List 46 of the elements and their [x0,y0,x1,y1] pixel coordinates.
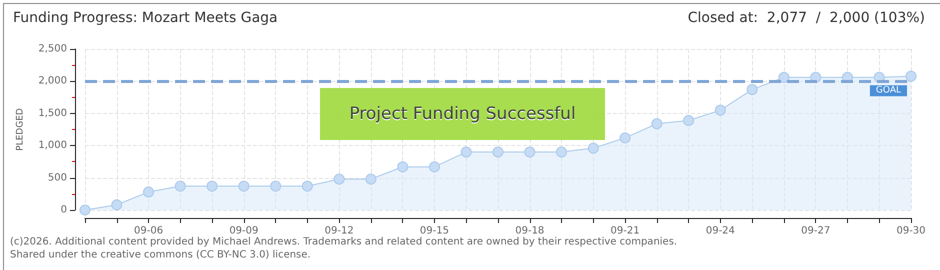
text: (c)2026. Additional content provided by Michael Andrews. Trademarks and related content are owned by their respective companies. [10,236,678,248]
y-tick-label: 2,000 [38,76,67,87]
y-tick-label: 1,500 [38,108,67,119]
point [334,174,345,185]
text: Shared under the creative commons (CC BY-NC 3.0) license. [10,250,311,260]
chart-title: Funding Progress: Mozart Meets Gaga [13,10,278,26]
x-tick-label: 09-30 [896,226,926,236]
x-tick-label: 09-09 [229,226,258,236]
point [302,180,313,192]
success-banner: Project Funding Successful [320,88,605,140]
point [492,146,504,158]
x-tick-label: 09-15 [420,226,449,236]
point [556,146,568,158]
y-tick-label: 1,000 [38,140,67,152]
point [238,180,250,192]
y-tick-label: 500 [48,172,67,184]
point [365,174,376,185]
x-tick-label: 09-12 [324,226,354,236]
point [174,180,186,192]
point [143,186,154,198]
point [620,132,631,144]
x-tick-label: 09-18 [515,226,544,236]
point [906,70,916,82]
y-tick-label: 0 [60,204,67,216]
point [80,204,90,216]
x-tick-label: 09-24 [706,226,735,236]
x-tick-label: 09-27 [801,226,830,236]
x-tick-label: 09-06 [134,226,164,236]
y-tick-label: 2,500 [38,44,67,54]
point [524,146,536,158]
point [778,72,790,83]
ref-line-label: GOAL [876,86,901,96]
point [206,180,218,192]
x-tick-label: 09-21 [610,226,640,236]
point [746,84,758,96]
point [714,104,726,116]
point [397,161,408,172]
point [270,180,282,192]
point [428,161,440,172]
chart-subtitle: Closed at: 2,077 / 2,000 (103%) [688,10,925,26]
point [460,146,472,158]
point [683,114,694,126]
point [651,118,662,130]
point [588,142,599,154]
point [111,199,122,210]
y-axis-title: PLEDGED [16,108,26,151]
